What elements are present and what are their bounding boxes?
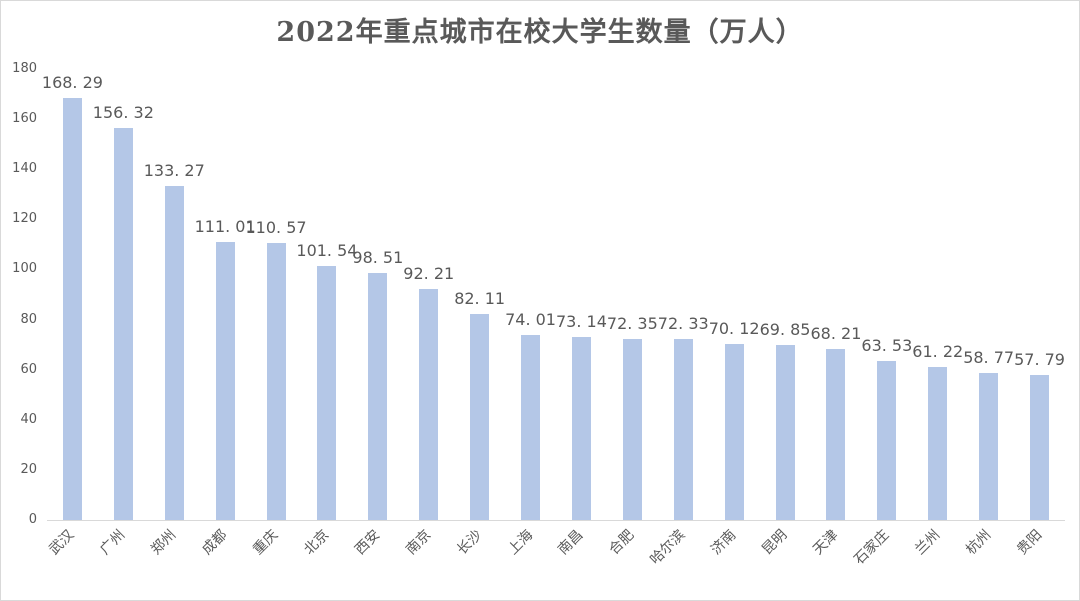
category-label: 长沙 <box>453 527 485 559</box>
bar <box>368 273 388 520</box>
bar <box>317 265 337 520</box>
chart-title: 2022年重点城市在校大学生数量（万人） <box>276 17 804 48</box>
y-tick-label: 80 <box>20 311 37 327</box>
y-tick-label: 140 <box>12 161 37 177</box>
bar-value-label: 69. 85 <box>759 319 811 339</box>
category-label: 石家庄 <box>851 527 893 569</box>
bar <box>775 344 795 520</box>
category-label: 南昌 <box>555 527 587 559</box>
category-label: 南京 <box>402 527 435 559</box>
bar <box>673 338 693 520</box>
category-label: 上海 <box>504 527 536 559</box>
category-label: 贵阳 <box>1013 527 1045 559</box>
y-tick-label: 0 <box>28 512 37 527</box>
bar <box>215 241 235 520</box>
category-label: 天津 <box>810 527 842 559</box>
bar-value-label: 111. 01 <box>194 216 256 236</box>
bar <box>571 336 591 520</box>
bar <box>622 338 642 520</box>
category-label: 郑州 <box>148 527 180 559</box>
y-tick-label: 180 <box>12 61 37 76</box>
category-label: 兰州 <box>911 527 944 559</box>
bar-value-label: 82. 11 <box>454 289 506 309</box>
y-tick-label: 120 <box>12 211 37 227</box>
bar <box>928 366 948 520</box>
bar-value-label: 57. 79 <box>1014 350 1065 370</box>
bar <box>164 186 184 520</box>
bar <box>724 344 744 520</box>
bar-value-label: 168. 29 <box>41 73 103 93</box>
bar <box>979 372 999 520</box>
bar-value-label: 68. 21 <box>810 324 862 344</box>
bar-value-label: 72. 33 <box>657 313 709 333</box>
category-label: 西安 <box>352 527 384 559</box>
bar <box>113 128 133 520</box>
bar <box>62 98 82 520</box>
bar-value-label: 92. 21 <box>403 263 455 283</box>
bar-value-label: 98. 51 <box>352 248 404 268</box>
category-label: 合肥 <box>606 527 638 559</box>
y-tick-label: 20 <box>20 461 37 477</box>
bar-value-label: 73. 14 <box>555 311 607 331</box>
bar-value-label: 58. 77 <box>963 347 1015 367</box>
bar <box>266 242 286 520</box>
category-label: 杭州 <box>962 527 994 559</box>
bar-value-label: 61. 22 <box>912 341 964 361</box>
bar-value-label: 133. 27 <box>143 161 205 181</box>
bar <box>877 360 897 520</box>
bar-value-label: 72. 35 <box>606 313 658 333</box>
category-label: 成都 <box>199 527 231 559</box>
x-axis-line <box>47 520 1065 521</box>
bar <box>521 334 541 520</box>
bar-value-label: 110. 57 <box>245 217 307 237</box>
y-tick-label: 160 <box>12 111 37 127</box>
y-tick-label: 40 <box>20 411 37 427</box>
y-tick-label: 100 <box>12 261 37 277</box>
bar-value-label: 63. 53 <box>861 335 913 355</box>
category-label: 济南 <box>708 527 740 559</box>
category-label: 哈尔滨 <box>647 527 689 569</box>
y-tick-label: 60 <box>20 361 37 377</box>
category-label: 北京 <box>301 527 333 559</box>
bar-value-label: 74. 01 <box>505 309 556 329</box>
bar <box>826 349 846 520</box>
bar-value-label: 70. 12 <box>708 319 760 339</box>
bar <box>470 314 490 520</box>
category-label: 昆明 <box>759 527 791 559</box>
bar <box>1030 375 1050 520</box>
bar-value-label: 101. 54 <box>296 240 358 260</box>
category-label: 武汉 <box>46 527 78 559</box>
category-label: 广州 <box>97 527 129 559</box>
bar <box>419 288 439 520</box>
category-label: 重庆 <box>250 527 282 559</box>
bar-value-label: 156. 32 <box>92 103 154 123</box>
